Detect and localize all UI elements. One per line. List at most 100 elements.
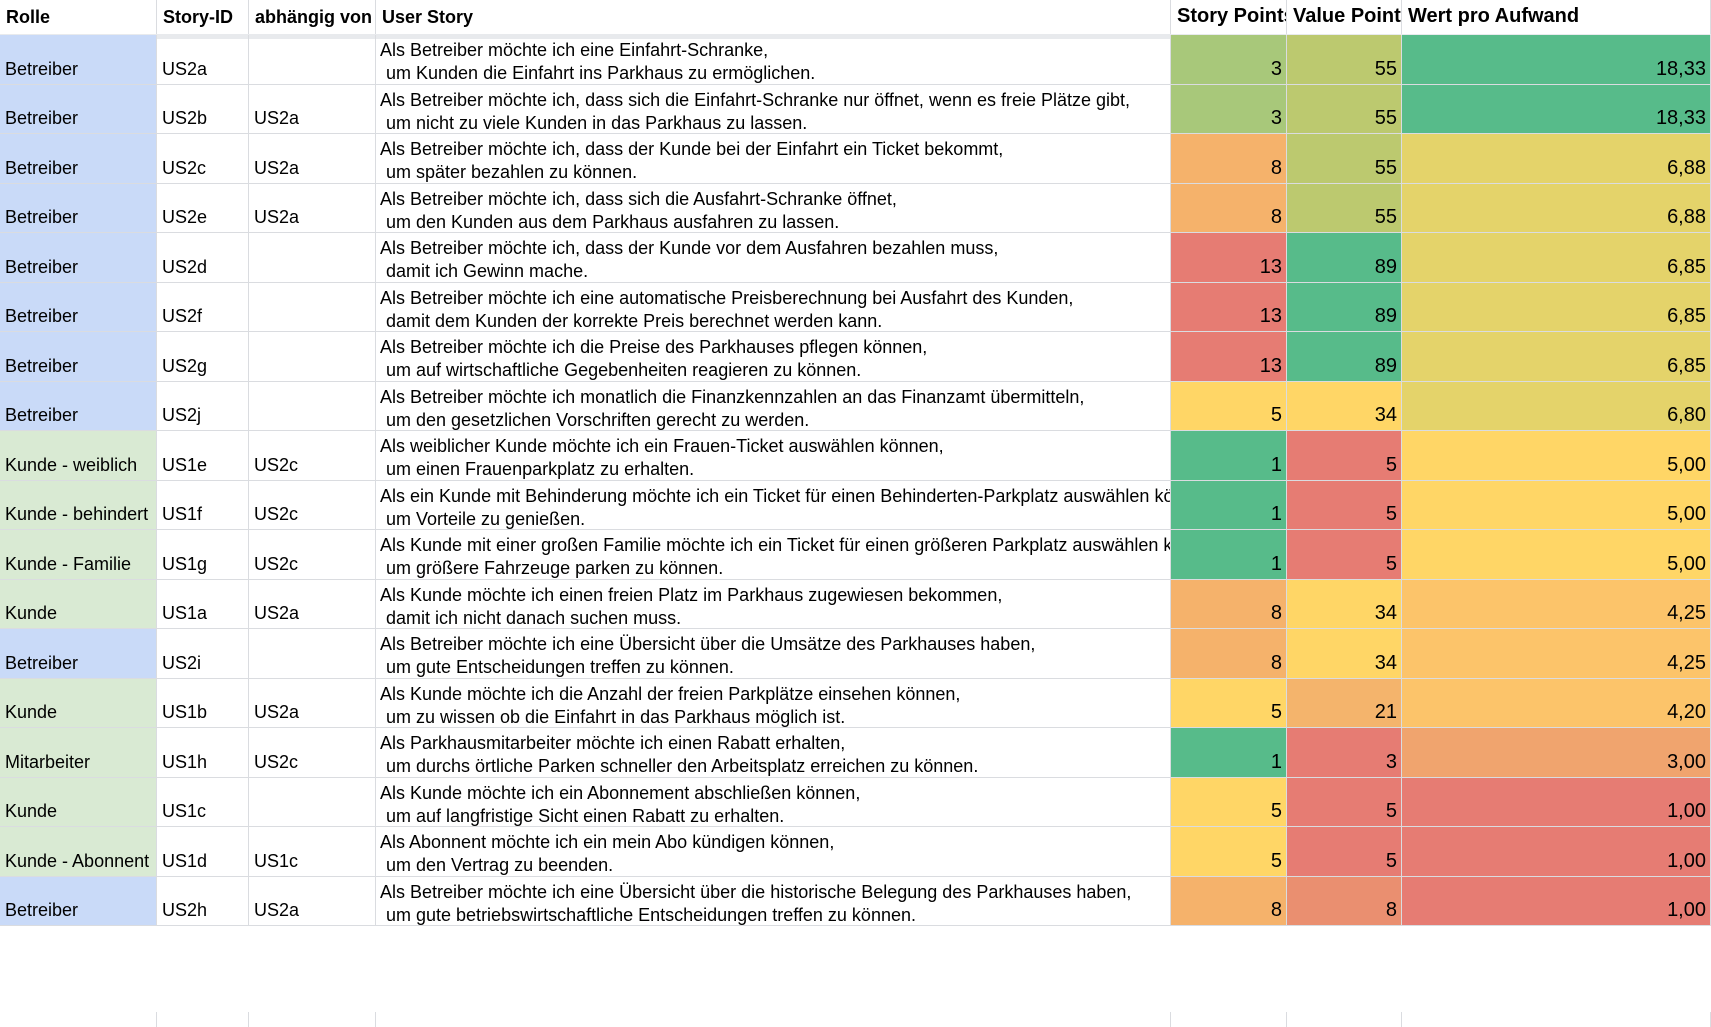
- cell-wert[interactable]: 18,33: [1402, 84, 1711, 134]
- cell-rolle[interactable]: Betreiber: [0, 233, 157, 283]
- cell-user-story[interactable]: Als Betreiber möchte ich monatlich die F…: [376, 381, 1171, 431]
- cell-story-id[interactable]: US1c: [157, 777, 249, 827]
- cell-value-points[interactable]: 5: [1287, 431, 1402, 481]
- cell-wert[interactable]: 1,00: [1402, 876, 1711, 926]
- cell-rolle[interactable]: Betreiber: [0, 332, 157, 382]
- cell-abhaengig[interactable]: [249, 282, 376, 332]
- cell-story-points[interactable]: 1: [1171, 480, 1287, 530]
- cell-story-points[interactable]: 8: [1171, 876, 1287, 926]
- cell-rolle[interactable]: Betreiber: [0, 134, 157, 184]
- cell-value-points[interactable]: 21: [1287, 678, 1402, 728]
- cell-story-points[interactable]: 5: [1171, 678, 1287, 728]
- cell-abhaengig[interactable]: [249, 381, 376, 431]
- cell-wert[interactable]: 6,80: [1402, 381, 1711, 431]
- cell-user-story[interactable]: Als Betreiber möchte ich eine automatisc…: [376, 282, 1171, 332]
- cell-value-points[interactable]: 5: [1287, 480, 1402, 530]
- cell-value-points[interactable]: 55: [1287, 134, 1402, 184]
- cell-story-id[interactable]: US1a: [157, 579, 249, 629]
- cell-story-points[interactable]: 5: [1171, 827, 1287, 877]
- cell-story-id[interactable]: US1h: [157, 728, 249, 778]
- empty-cell[interactable]: [1402, 1012, 1711, 1027]
- cell-story-id[interactable]: US2b: [157, 84, 249, 134]
- cell-story-id[interactable]: US2a: [157, 35, 249, 85]
- cell-story-id[interactable]: US2i: [157, 629, 249, 679]
- cell-wert[interactable]: 6,88: [1402, 183, 1711, 233]
- cell-abhaengig[interactable]: [249, 629, 376, 679]
- cell-rolle[interactable]: Kunde - behindert: [0, 480, 157, 530]
- cell-story-points[interactable]: 5: [1171, 777, 1287, 827]
- cell-user-story[interactable]: Als Betreiber möchte ich, dass der Kunde…: [376, 134, 1171, 184]
- header-cell-rolle[interactable]: Rolle: [0, 0, 157, 34]
- cell-user-story[interactable]: Als Parkhausmitarbeiter möchte ich einen…: [376, 728, 1171, 778]
- cell-value-points[interactable]: 55: [1287, 35, 1402, 85]
- header-cell-user-story[interactable]: User Story: [376, 0, 1171, 34]
- cell-rolle[interactable]: Kunde: [0, 579, 157, 629]
- header-cell-value-points[interactable]: Value Points: [1287, 0, 1402, 34]
- cell-abhaengig[interactable]: US2a: [249, 134, 376, 184]
- cell-value-points[interactable]: 34: [1287, 579, 1402, 629]
- header-cell-wert[interactable]: Wert pro Aufwand: [1402, 0, 1711, 34]
- cell-wert[interactable]: 4,25: [1402, 579, 1711, 629]
- cell-rolle[interactable]: Kunde: [0, 678, 157, 728]
- cell-rolle[interactable]: Betreiber: [0, 35, 157, 85]
- cell-wert[interactable]: 6,88: [1402, 134, 1711, 184]
- empty-cell[interactable]: [1287, 1012, 1402, 1027]
- header-cell-story-points[interactable]: Story Points: [1171, 0, 1287, 34]
- cell-story-id[interactable]: US1e: [157, 431, 249, 481]
- cell-user-story[interactable]: Als Betreiber möchte ich eine Übersicht …: [376, 629, 1171, 679]
- cell-value-points[interactable]: 89: [1287, 233, 1402, 283]
- cell-story-points[interactable]: 13: [1171, 282, 1287, 332]
- cell-story-points[interactable]: 3: [1171, 35, 1287, 85]
- cell-abhaengig[interactable]: US2c: [249, 530, 376, 580]
- cell-user-story[interactable]: Als Betreiber möchte ich, dass der Kunde…: [376, 233, 1171, 283]
- cell-user-story[interactable]: Als weiblicher Kunde möchte ich ein Frau…: [376, 431, 1171, 481]
- cell-wert[interactable]: 5,00: [1402, 480, 1711, 530]
- cell-story-points[interactable]: 3: [1171, 84, 1287, 134]
- empty-cell[interactable]: [0, 1012, 157, 1027]
- cell-story-id[interactable]: US2j: [157, 381, 249, 431]
- cell-story-points[interactable]: 8: [1171, 183, 1287, 233]
- empty-cell[interactable]: [157, 1012, 249, 1027]
- cell-user-story[interactable]: Als Betreiber möchte ich, dass sich die …: [376, 84, 1171, 134]
- cell-value-points[interactable]: 34: [1287, 381, 1402, 431]
- cell-rolle[interactable]: Kunde - Familie: [0, 530, 157, 580]
- cell-wert[interactable]: 5,00: [1402, 431, 1711, 481]
- cell-value-points[interactable]: 3: [1287, 728, 1402, 778]
- frozen-row-divider[interactable]: [0, 34, 1711, 39]
- cell-abhaengig[interactable]: US2a: [249, 84, 376, 134]
- cell-abhaengig[interactable]: US2c: [249, 431, 376, 481]
- header-cell-story-id[interactable]: Story-ID: [157, 0, 249, 34]
- cell-user-story[interactable]: Als Kunde möchte ich die Anzahl der frei…: [376, 678, 1171, 728]
- cell-wert[interactable]: 6,85: [1402, 332, 1711, 382]
- cell-wert[interactable]: 3,00: [1402, 728, 1711, 778]
- cell-abhaengig[interactable]: [249, 233, 376, 283]
- cell-story-id[interactable]: US2f: [157, 282, 249, 332]
- cell-wert[interactable]: 4,25: [1402, 629, 1711, 679]
- cell-abhaengig[interactable]: US2a: [249, 579, 376, 629]
- cell-wert[interactable]: 1,00: [1402, 777, 1711, 827]
- cell-rolle[interactable]: Betreiber: [0, 876, 157, 926]
- empty-cell[interactable]: [376, 1012, 1171, 1027]
- cell-value-points[interactable]: 5: [1287, 530, 1402, 580]
- cell-rolle[interactable]: Betreiber: [0, 629, 157, 679]
- cell-user-story[interactable]: Als Betreiber möchte ich eine Übersicht …: [376, 876, 1171, 926]
- cell-story-id[interactable]: US2h: [157, 876, 249, 926]
- cell-value-points[interactable]: 55: [1287, 183, 1402, 233]
- cell-rolle[interactable]: Betreiber: [0, 381, 157, 431]
- cell-abhaengig[interactable]: [249, 777, 376, 827]
- cell-abhaengig[interactable]: US2a: [249, 678, 376, 728]
- cell-value-points[interactable]: 89: [1287, 332, 1402, 382]
- cell-wert[interactable]: 1,00: [1402, 827, 1711, 877]
- cell-rolle[interactable]: Mitarbeiter: [0, 728, 157, 778]
- cell-rolle[interactable]: Kunde - Abonnent: [0, 827, 157, 877]
- cell-rolle[interactable]: Kunde: [0, 777, 157, 827]
- cell-wert[interactable]: 6,85: [1402, 282, 1711, 332]
- cell-story-points[interactable]: 8: [1171, 134, 1287, 184]
- cell-story-id[interactable]: US1f: [157, 480, 249, 530]
- cell-wert[interactable]: 6,85: [1402, 233, 1711, 283]
- cell-rolle[interactable]: Betreiber: [0, 183, 157, 233]
- cell-story-id[interactable]: US2d: [157, 233, 249, 283]
- cell-wert[interactable]: 4,20: [1402, 678, 1711, 728]
- cell-story-points[interactable]: 1: [1171, 530, 1287, 580]
- empty-cell[interactable]: [249, 1012, 376, 1027]
